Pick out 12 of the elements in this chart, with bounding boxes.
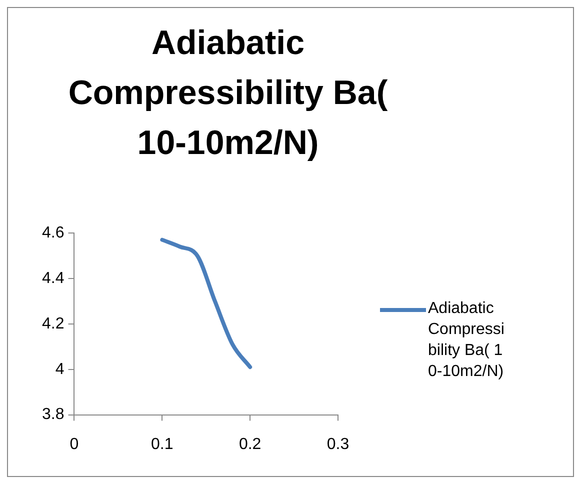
x-tick-label: 0.1 [151, 436, 174, 453]
y-tick-label: 4.2 [42, 315, 64, 332]
y-tick-label: 4.4 [42, 270, 64, 287]
x-tick-label: 0.2 [238, 436, 262, 453]
x-tick-label: 0.3 [326, 436, 350, 453]
x-tick-label: 0 [70, 436, 79, 453]
chart-title: Adiabatic Compressibility Ba( 10-10m2/N) [68, 23, 388, 164]
y-tick-label: 4.6 [42, 224, 64, 242]
line-series [160, 238, 252, 370]
y-tick-label: 4 [55, 360, 64, 378]
legend-label: Adiabatic Compressibility Ba( 10-10m2/N) [428, 299, 506, 382]
y-tick-label: 3.8 [42, 406, 64, 424]
